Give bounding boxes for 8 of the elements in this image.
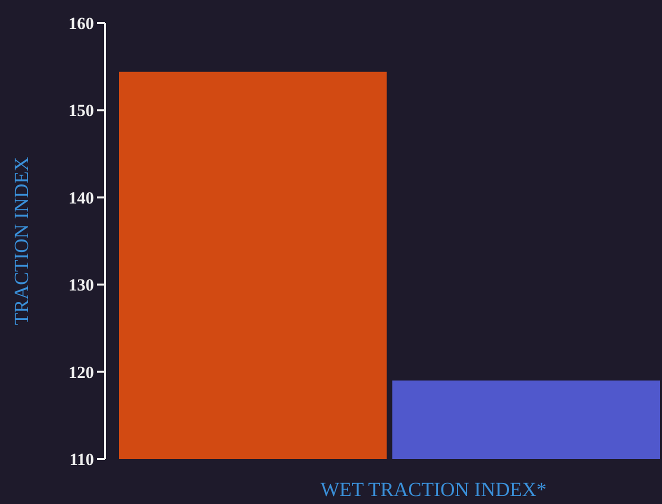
- y-tick-label: 150: [68, 101, 94, 120]
- y-tick-label: 130: [68, 276, 94, 295]
- y-tick-label: 110: [69, 450, 94, 469]
- x-axis-title: WET TRACTION INDEX*: [320, 479, 546, 501]
- y-tick-label: 120: [68, 362, 94, 382]
- y-tick-label: 140: [68, 188, 94, 208]
- y-tick-label: 160: [68, 14, 94, 33]
- y-axis-title: TRACTION INDEX: [11, 156, 33, 326]
